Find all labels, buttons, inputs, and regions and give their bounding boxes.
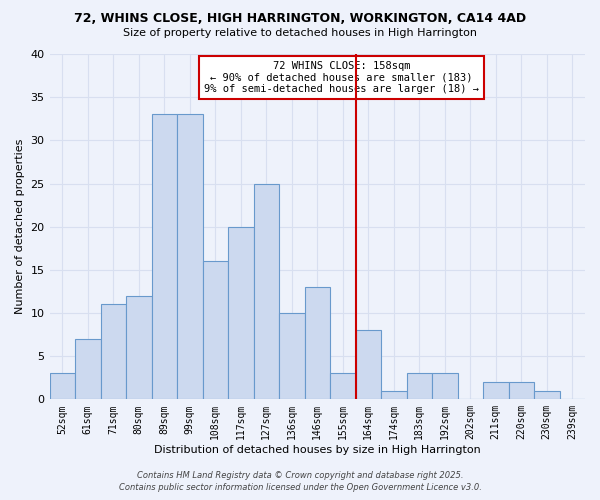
Bar bbox=[152, 114, 177, 400]
Bar bbox=[254, 184, 279, 400]
Bar bbox=[305, 287, 330, 400]
Text: 72 WHINS CLOSE: 158sqm
← 90% of detached houses are smaller (183)
9% of semi-det: 72 WHINS CLOSE: 158sqm ← 90% of detached… bbox=[204, 61, 479, 94]
Bar bbox=[509, 382, 534, 400]
Bar bbox=[381, 390, 407, 400]
Y-axis label: Number of detached properties: Number of detached properties bbox=[15, 139, 25, 314]
Bar bbox=[50, 374, 75, 400]
Bar bbox=[126, 296, 152, 400]
Bar bbox=[407, 374, 432, 400]
Bar bbox=[330, 374, 356, 400]
Bar bbox=[279, 313, 305, 400]
Bar bbox=[534, 390, 560, 400]
Bar bbox=[356, 330, 381, 400]
Bar bbox=[75, 339, 101, 400]
Bar bbox=[101, 304, 126, 400]
Bar bbox=[177, 114, 203, 400]
Bar bbox=[228, 226, 254, 400]
Bar bbox=[483, 382, 509, 400]
Text: Size of property relative to detached houses in High Harrington: Size of property relative to detached ho… bbox=[123, 28, 477, 38]
Bar bbox=[432, 374, 458, 400]
X-axis label: Distribution of detached houses by size in High Harrington: Distribution of detached houses by size … bbox=[154, 445, 481, 455]
Text: Contains HM Land Registry data © Crown copyright and database right 2025.
Contai: Contains HM Land Registry data © Crown c… bbox=[119, 471, 481, 492]
Bar bbox=[203, 261, 228, 400]
Text: 72, WHINS CLOSE, HIGH HARRINGTON, WORKINGTON, CA14 4AD: 72, WHINS CLOSE, HIGH HARRINGTON, WORKIN… bbox=[74, 12, 526, 26]
